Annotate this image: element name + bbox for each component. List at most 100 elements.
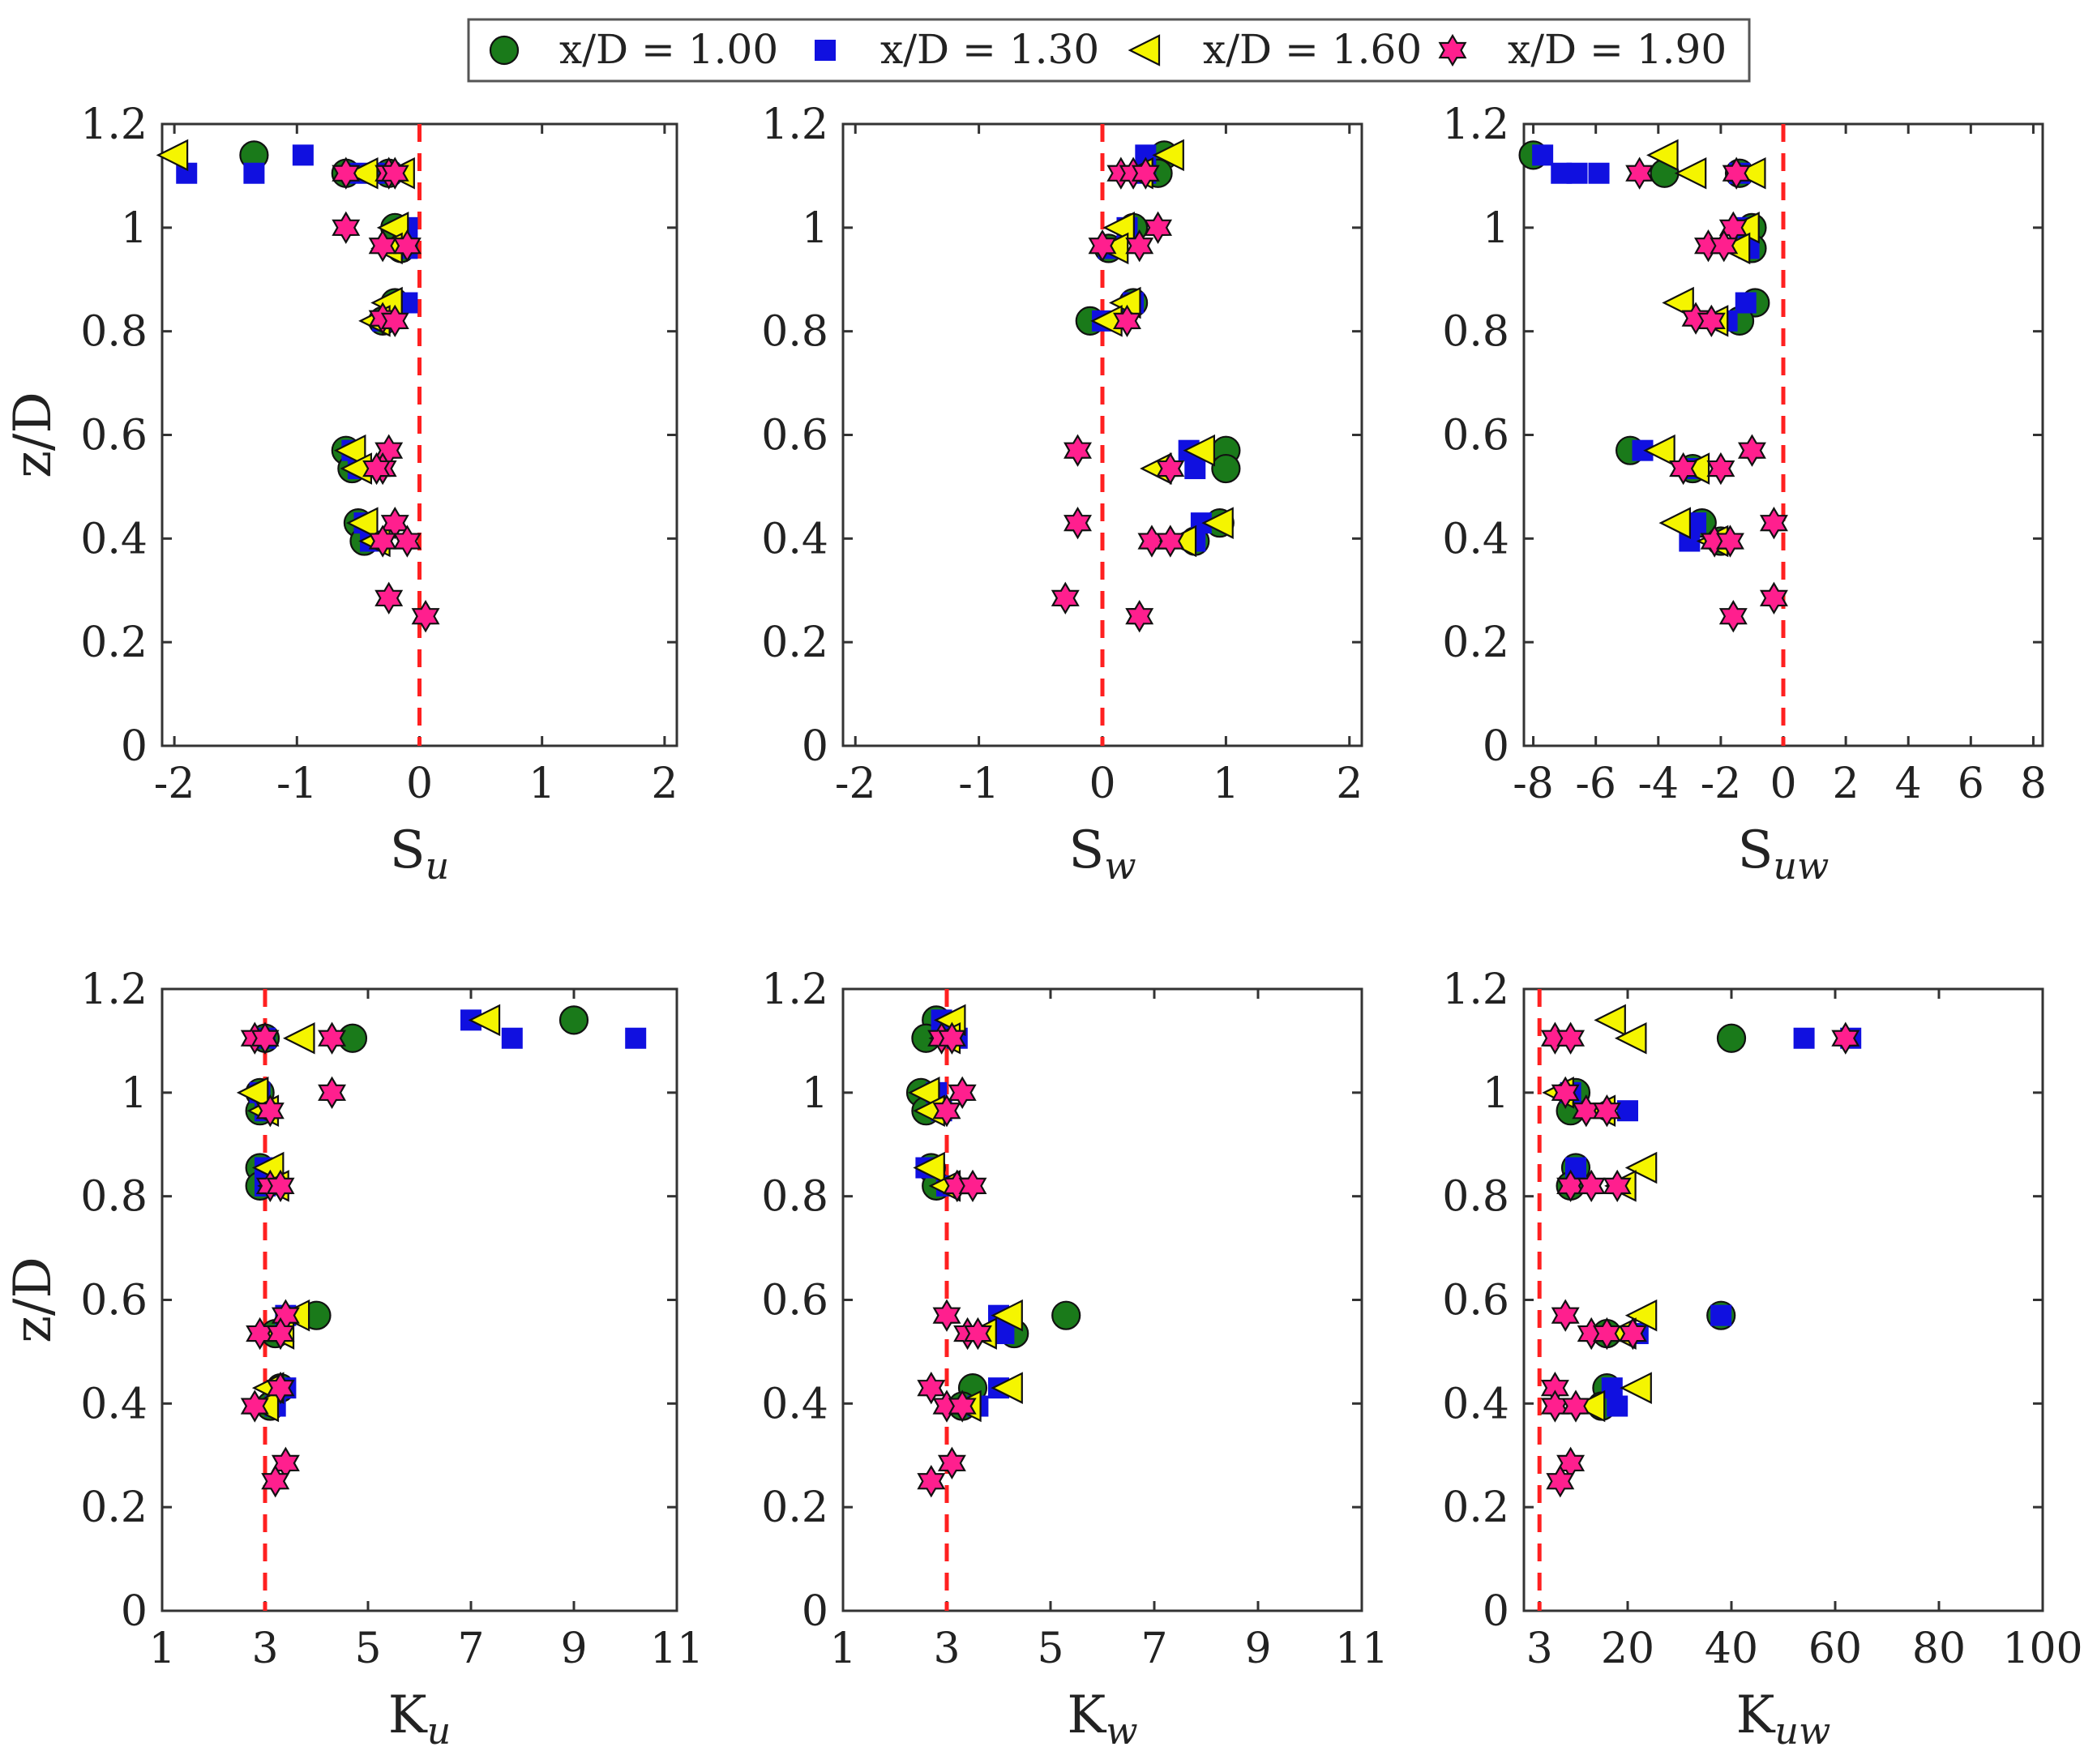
y-tick-label: 1 [121,204,148,253]
data-point [1718,600,1748,633]
y-tick-label: 1.2 [80,965,148,1014]
data-point [380,156,409,190]
x-tick-label: 4 [1895,760,1922,808]
legend-marker-square [815,40,836,61]
data-point [374,581,404,615]
data-point [337,1023,368,1053]
x-tick-label: 60 [1808,1625,1862,1673]
y-tick-label: 0.8 [80,308,148,357]
y-axis-title: z/D [3,392,63,478]
data-point [1592,1094,1621,1128]
data-point [266,1371,295,1405]
x-tick-label: -4 [1637,760,1679,808]
data-point [1183,434,1216,467]
y-tick-label: 0.8 [1442,308,1509,357]
data-point [346,507,379,539]
y-tick-label: 0.8 [80,1173,148,1222]
data-point [1551,1076,1580,1109]
y-tick-label: 1.2 [1442,965,1509,1014]
y-tick-label: 1.2 [761,965,828,1014]
x-tick-label: 8 [2020,760,2047,808]
x-axis-title: Kw [1067,1685,1137,1753]
data-point [1551,1299,1580,1332]
y-tick-label: 1 [802,204,828,253]
x-tick-label: 100 [2002,1625,2082,1673]
x-tick-label: 2 [1336,760,1363,808]
data-point [1113,304,1141,338]
y-tick-label: 1 [1483,1069,1509,1118]
legend-label: x/D = 1.30 [880,26,1099,73]
data-point [392,229,422,263]
y-tick-label: 0.4 [761,515,828,563]
y-tick-label: 0.4 [80,515,148,563]
x-tick-label: 3 [933,1625,960,1673]
data-point [1733,156,1766,190]
data-point [1697,304,1726,338]
data-point [346,156,379,190]
data-point [1152,139,1184,172]
data-point [1618,1317,1647,1351]
series-hexagram [917,1021,992,1498]
x-tick-label: -2 [1701,760,1742,808]
data-point [932,1299,961,1332]
y-tick-label: 0 [802,1587,828,1636]
legend-marker-square [815,40,836,61]
legend-entry: x/D = 1.90 [1438,26,1727,73]
y-tick-label: 0.4 [1442,515,1509,563]
x-tick-label: 20 [1601,1625,1654,1673]
y-tick-label: 1.2 [1442,101,1509,149]
data-point [958,1169,987,1203]
data-point [948,1076,977,1109]
data-point [1625,156,1654,190]
data-point [1831,1021,1860,1055]
data-point [1546,1465,1575,1498]
data-point [1735,292,1757,314]
data-point [318,1076,347,1109]
x-tick-label: 5 [1037,1625,1063,1673]
data-point [1144,211,1173,244]
data-point [1759,506,1788,540]
y-tick-label: 0.2 [80,1484,148,1532]
legend-marker-circle [489,35,520,66]
data-point [1607,1395,1628,1417]
data-point [411,600,440,633]
y-tick-label: 0.4 [1442,1380,1509,1428]
legend-entry: x/D = 1.00 [489,26,778,73]
data-point [1662,286,1694,319]
data-point [1710,1304,1732,1326]
x-tick-label: 0 [1770,760,1796,808]
legend-marker-hexagram [1438,33,1467,67]
data-point [913,1151,945,1184]
data-point [1674,156,1707,190]
y-tick-label: 0.6 [1442,412,1509,460]
legend-label: x/D = 1.90 [1508,26,1727,73]
data-point [1156,452,1185,486]
data-point [1566,162,1588,184]
x-tick-label: -1 [276,760,318,808]
y-tick-label: 1 [802,1069,828,1118]
legend-marker-hexagram [1438,33,1467,67]
y-tick-label: 0.2 [1442,619,1509,667]
y-tick-label: 0 [802,722,828,771]
data-point [266,1317,295,1351]
data-point [1556,1021,1586,1055]
x-tick-label: 0 [406,760,433,808]
x-tick-label: 1 [829,1625,856,1673]
legend: x/D = 1.00 x/D = 1.30 x/D = 1.60 x/D = 1… [467,18,1751,83]
data-point [1063,434,1092,467]
subplot-k-w: 0 0.2 0.4 0.6 0.8 1 1.2 1 3 5 7 9 11 Kw [761,965,1389,1753]
legend-marker-triangle-left [1128,34,1161,66]
x-tick-label: 1 [148,1625,175,1673]
x-tick-label: 80 [1912,1625,1966,1673]
y-tick-label: 0.2 [761,619,828,667]
legend-entry: x/D = 1.30 [815,26,1099,73]
x-tick-label: 9 [560,1625,587,1673]
y-tick-label: 0 [1483,1587,1509,1636]
data-point [1532,144,1554,166]
subplot-s-w: 0 0.2 0.4 0.6 0.8 1 1.2 -2 -1 0 1 2 Sw [761,101,1363,888]
data-point [1669,452,1698,486]
x-tick-label: 40 [1705,1625,1758,1673]
data-point [1561,1389,1590,1423]
data-point [1624,1299,1658,1332]
